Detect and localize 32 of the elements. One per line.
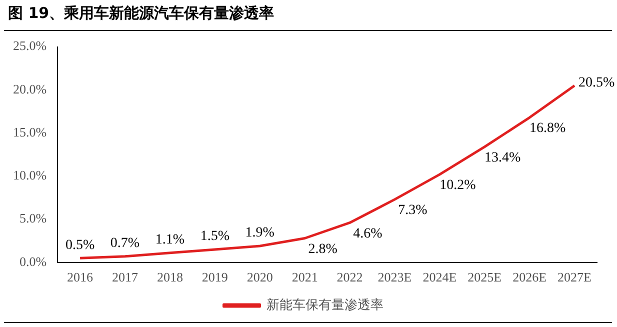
y-tick-label: 10.0% [12,168,47,183]
data-label: 16.8% [529,121,566,136]
x-tick-label: 2019 [202,270,228,285]
chart-title: 图 19、乘用车新能源汽车保有量渗透率 [8,4,274,23]
y-tick-label: 15.0% [12,124,47,140]
data-label: 2.8% [308,242,338,257]
data-label: 10.2% [440,178,476,194]
data-label: 1.5% [200,229,230,244]
data-label: 13.4% [484,150,522,166]
data-label: 0.5% [65,238,95,253]
y-tick-label: 0.0% [19,254,47,269]
data-label: 7.3% [398,203,428,218]
x-tick-label: 2027E [558,270,592,285]
x-tick-label: 2025E [468,270,502,285]
data-label: 1.1% [155,232,185,248]
data-label: 4.6% [353,226,383,242]
x-tick-label: 2022 [336,270,363,285]
data-label: 1.9% [245,226,275,241]
x-tick-label: 2016 [67,270,94,285]
y-tick-label: 20.0% [12,81,47,96]
data-label: 20.5% [578,75,616,90]
y-tick-label: 5.0% [19,210,47,226]
x-tick-label: 2021 [292,270,318,285]
x-tick-label: 2024E [422,270,457,285]
data-label: 0.7% [110,236,140,252]
x-tick-label: 2023E [378,270,412,285]
x-tick-label: 2020 [246,270,273,285]
y-tick-label: 25.0% [12,38,47,54]
x-tick-label: 2026E [512,270,547,285]
x-tick-label: 2018 [156,270,183,285]
legend-label: 新能车保有量渗透率 [266,296,384,313]
x-tick-label: 2017 [112,270,139,285]
